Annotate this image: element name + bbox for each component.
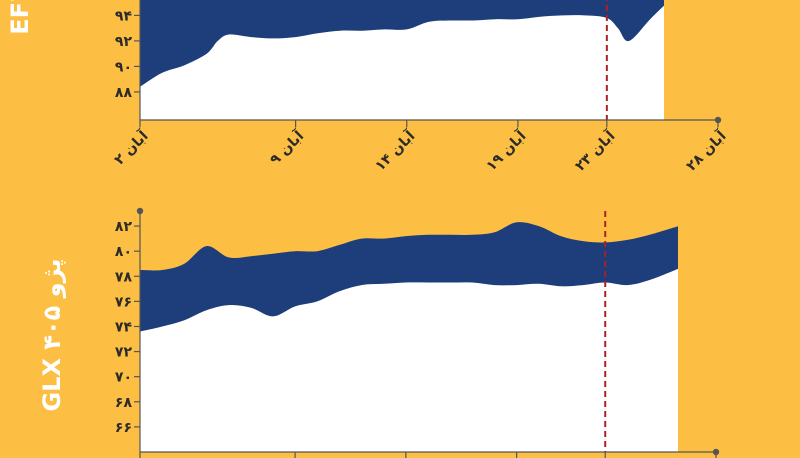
y-tick-label: ۹۰ (115, 59, 132, 75)
y-axis-end-dot (136, 207, 144, 215)
x-tick-label: ۲۸ آبان (682, 126, 730, 174)
chart-panel-bottom: ۶۶ ۶۸ ۷۰ ۷۲ ۷۴ ۷۶ ۷۸ ۸۰ ۸۲ پژو ۴۰۵ GLX (38, 207, 720, 458)
y-tick-label: ۷۲ (115, 345, 133, 361)
y-tick-label: ۸۸ (115, 85, 133, 101)
y-tick-label: ۶۸ (115, 395, 133, 411)
y-tick-label: ۷۰ (115, 370, 132, 386)
y-tick-label: ۹۴ (115, 8, 133, 24)
y-tick-label: ۸۰ (115, 244, 132, 260)
y-tick-label: ۸۲ (115, 219, 133, 235)
y-tick-label: ۶۶ (115, 420, 132, 436)
x-tick-label: ۱۴ آبان (371, 126, 419, 174)
x-tick-label: ۱۹ آبان (482, 126, 530, 174)
low-series-area (140, 5, 664, 120)
x-tick-label: ۲۳ آبان (571, 126, 619, 174)
series-side-label: EF7 (6, 0, 34, 35)
x-tick-label: ۲ آبان (110, 126, 152, 168)
y-tick-label: ۷۶ (115, 294, 132, 310)
y-tick-label: ۷۸ (115, 269, 133, 285)
high-series-edge (140, 211, 678, 271)
x-tick-label: ۹ آبان (266, 126, 308, 168)
y-tick-label: ۷۴ (115, 319, 133, 335)
low-series-area (140, 268, 678, 452)
y-tick-label: ۹۲ (115, 34, 133, 50)
series-side-label: پژو ۴۰۵ GLX (38, 258, 66, 411)
chart-panel-top: ۸۸ ۹۰ ۹۲ ۹۴ ۲ آبان ۹ آبان ۱۴ آبان ۱۹ آبان ۲۳ آبا… (6, 0, 730, 174)
